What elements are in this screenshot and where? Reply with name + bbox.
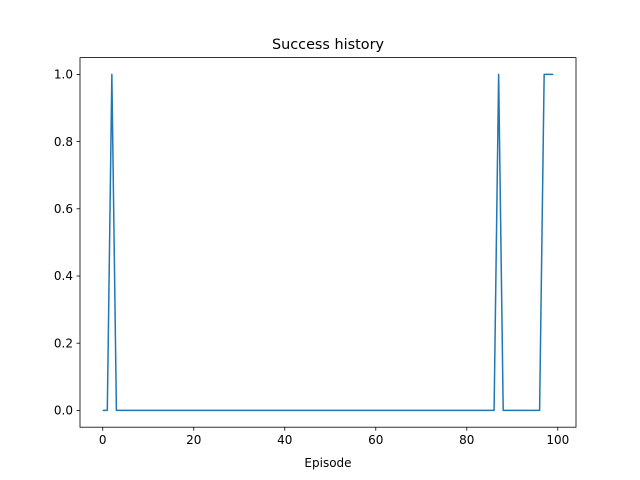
plot-frame <box>79 57 577 428</box>
x-tick-label: 80 <box>459 433 474 447</box>
x-tick-label: 40 <box>277 433 292 447</box>
x-axis-label: Episode <box>304 456 351 470</box>
x-tick-label: 0 <box>99 433 107 447</box>
plot-area <box>79 57 577 428</box>
x-tick-label: 100 <box>546 433 569 447</box>
y-tick-label: 0.8 <box>54 135 73 149</box>
chart-title: Success history <box>272 37 384 53</box>
series-layer <box>102 73 554 412</box>
y-axis: 0.0 0.2 0.4 0.6 0.8 1.0 <box>54 68 80 418</box>
x-tick-label: 60 <box>368 433 383 447</box>
x-axis: 0 20 40 60 80 100 <box>99 427 569 447</box>
y-tick-label: 0.6 <box>54 202 73 216</box>
y-tick-label: 0.2 <box>54 336 73 350</box>
series-line <box>102 73 554 412</box>
y-tick-label: 1.0 <box>54 68 73 82</box>
y-tick-label: 0.0 <box>54 404 73 418</box>
x-tick-label: 20 <box>186 433 201 447</box>
y-tick-label: 0.4 <box>54 269 73 283</box>
